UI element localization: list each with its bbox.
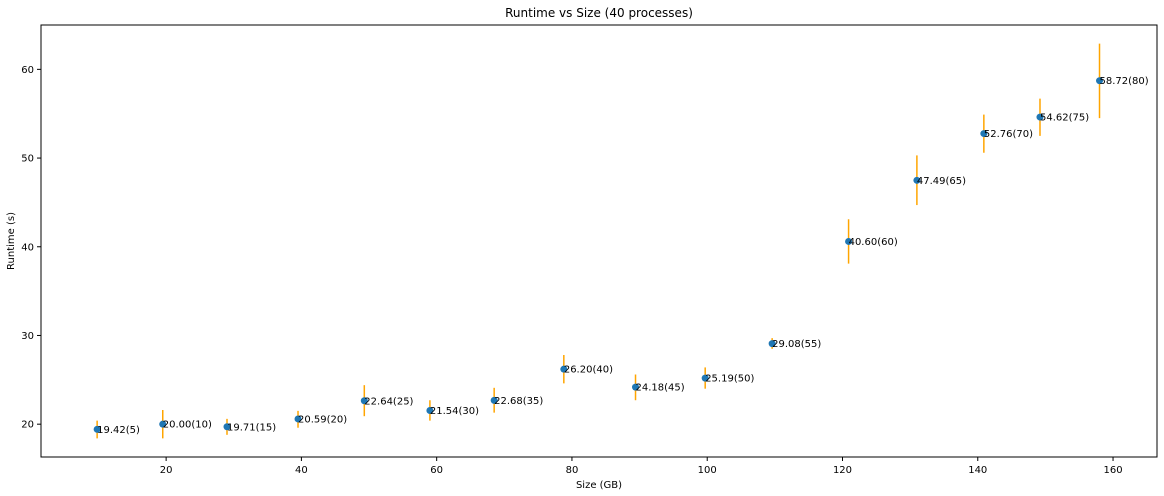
point-label: 26.20(40): [564, 365, 613, 376]
y-axis-label: Runtime (s): [6, 212, 17, 270]
point-label-group: 19.42(5) 20.00(10) 19.71(15) 20.59(20) 22.64…: [97, 76, 1149, 436]
point-label: 22.68(35): [494, 396, 543, 407]
data-point: [93, 425, 101, 433]
y-tick-label: 50: [21, 154, 34, 165]
y-tick-label: 60: [21, 65, 34, 76]
data-point: [490, 396, 498, 404]
data-point: [1036, 113, 1044, 121]
point-label: 20.59(20): [298, 414, 347, 425]
y-tick-label: 30: [21, 331, 34, 342]
point-label: 24.18(45): [636, 383, 685, 394]
data-point: [1096, 77, 1104, 85]
x-tick-label: 120: [833, 465, 852, 476]
y-tick-label: 20: [21, 420, 34, 431]
x-tick-label: 40: [295, 465, 308, 476]
data-point: [701, 374, 709, 382]
x-axis: 20 40 60 80 100 120 140 160: [160, 457, 1123, 476]
x-tick-label: 60: [430, 465, 443, 476]
point-label: 25.19(50): [705, 374, 754, 385]
x-tick-label: 80: [566, 465, 579, 476]
point-label: 19.42(5): [97, 425, 140, 436]
point-label: 40.60(60): [849, 237, 898, 248]
y-tick-label: 40: [21, 242, 34, 253]
data-point: [294, 415, 302, 423]
data-point: [426, 407, 434, 415]
point-label: 54.62(75): [1040, 113, 1089, 124]
data-point: [632, 383, 640, 391]
point-label: 21.54(30): [430, 406, 479, 417]
x-axis-label: Size (GB): [576, 480, 622, 491]
data-point: [560, 365, 568, 373]
data-point: [159, 420, 167, 428]
data-point: [360, 397, 368, 405]
data-point: [980, 130, 988, 138]
point-label: 47.49(65): [917, 176, 966, 187]
point-label: 52.76(70): [984, 129, 1033, 140]
point-label: 29.08(55): [772, 339, 821, 350]
data-point: [913, 176, 921, 184]
x-tick-label: 100: [698, 465, 717, 476]
point-label: 22.64(25): [364, 396, 413, 407]
data-point: [768, 340, 776, 348]
y-axis: 20 30 40 50 60: [21, 65, 41, 431]
errorbar-group: [96, 43, 1101, 439]
x-tick-label: 20: [160, 465, 173, 476]
point-label: 19.71(15): [227, 422, 276, 433]
plot-frame: [40, 24, 1158, 458]
point-label: 58.72(80): [1100, 76, 1149, 87]
data-point: [223, 423, 231, 431]
point-label: 20.00(10): [163, 420, 212, 431]
x-tick-label: 140: [968, 465, 987, 476]
marker-group: [93, 77, 1104, 433]
chart-title: Runtime vs Size (40 processes): [505, 6, 693, 20]
x-tick-label: 160: [1103, 465, 1122, 476]
data-point: [845, 237, 853, 245]
